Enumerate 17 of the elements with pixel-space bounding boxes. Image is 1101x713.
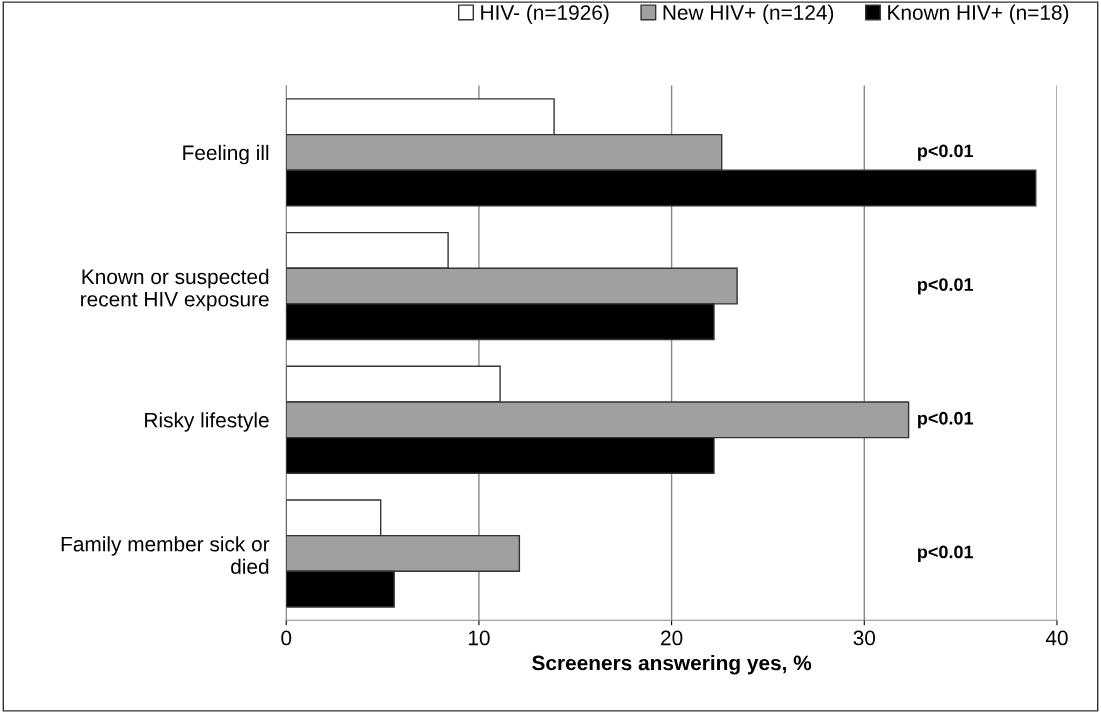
x-tick-label: 20 (661, 630, 683, 646)
annotation: p<0.01 (918, 144, 974, 161)
legend-label: Known HIV+ (n=18) (888, 4, 1069, 25)
y-tick-label: Risky lifestyle (145, 412, 269, 432)
annotation: p<0.01 (918, 545, 974, 562)
x-tick-label: 40 (1045, 630, 1068, 646)
x-tick-label: 10 (468, 630, 490, 646)
annotation: p<0.01 (918, 278, 974, 295)
y-tick-label: Family member sick or died (61, 536, 270, 574)
x-tick-label: 0 (281, 630, 292, 646)
y-tick-label: Feeling ill (183, 144, 269, 165)
legend-label: HIV- (n=1926) (481, 4, 609, 25)
x-tick-label: 30 (853, 630, 876, 646)
annotation: p<0.01 (918, 411, 974, 429)
legend-label: New HIV+ (n=124) (663, 4, 834, 25)
x-axis-title: Screeners answering yes, % (532, 655, 812, 675)
y-tick-label: Known or suspected recent HIV exposure (81, 268, 269, 311)
